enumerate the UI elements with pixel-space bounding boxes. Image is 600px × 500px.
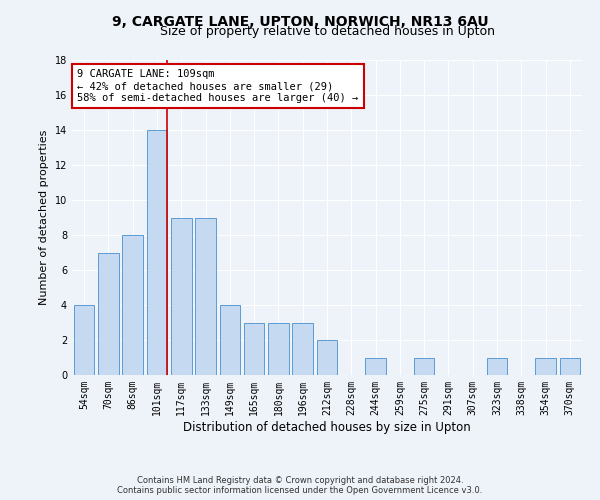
Bar: [74, 305, 94, 375]
Bar: [365, 358, 386, 375]
Bar: [292, 322, 313, 375]
Bar: [560, 358, 580, 375]
Bar: [535, 358, 556, 375]
Text: 9 CARGATE LANE: 109sqm
← 42% of detached houses are smaller (29)
58% of semi-det: 9 CARGATE LANE: 109sqm ← 42% of detached…: [77, 70, 358, 102]
Y-axis label: Number of detached properties: Number of detached properties: [39, 130, 49, 305]
Bar: [317, 340, 337, 375]
Text: Contains HM Land Registry data © Crown copyright and database right 2024.
Contai: Contains HM Land Registry data © Crown c…: [118, 476, 482, 495]
Bar: [268, 322, 289, 375]
Bar: [487, 358, 508, 375]
Bar: [122, 235, 143, 375]
Title: Size of property relative to detached houses in Upton: Size of property relative to detached ho…: [160, 25, 494, 38]
Bar: [146, 130, 167, 375]
Bar: [98, 252, 119, 375]
Bar: [244, 322, 265, 375]
Bar: [171, 218, 191, 375]
Bar: [414, 358, 434, 375]
X-axis label: Distribution of detached houses by size in Upton: Distribution of detached houses by size …: [183, 420, 471, 434]
Text: 9, CARGATE LANE, UPTON, NORWICH, NR13 6AU: 9, CARGATE LANE, UPTON, NORWICH, NR13 6A…: [112, 15, 488, 29]
Bar: [195, 218, 216, 375]
Bar: [220, 305, 240, 375]
